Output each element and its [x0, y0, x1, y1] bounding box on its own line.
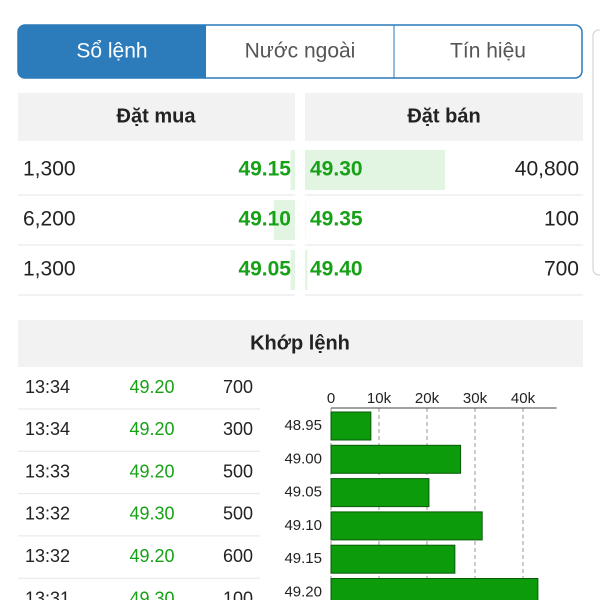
header-bg: [18, 320, 583, 367]
header-bg: [305, 93, 583, 141]
y-tick-label: 48.95: [284, 417, 322, 434]
buy-depth-bar: [273, 200, 295, 240]
header-bg: [18, 93, 295, 141]
x-tick-label: 20k: [415, 390, 440, 407]
match-time: 13:33: [25, 461, 70, 481]
y-tick-label: 49.05: [284, 484, 322, 501]
sell-volume: 40,800: [515, 158, 579, 181]
match-price: 49.20: [129, 377, 174, 397]
buy-header: Đặt mua: [117, 105, 197, 127]
buy-price: 49.10: [238, 208, 291, 231]
y-tick-label: 49.00: [284, 450, 322, 467]
buy-depth-bar: [290, 250, 295, 290]
sell-volume: 100: [544, 208, 579, 231]
bar: [330, 478, 430, 508]
sell-price: 49.35: [310, 208, 363, 231]
match-volume: 500: [223, 461, 253, 481]
match-price: 49.20: [129, 419, 174, 439]
x-tick-label: 30k: [463, 390, 488, 407]
match-price: 49.30: [129, 588, 174, 600]
side-panel: [592, 29, 600, 276]
bar: [330, 411, 372, 441]
sell-price: 49.40: [310, 258, 363, 281]
match-volume: 500: [223, 504, 253, 524]
match-time: 13:34: [25, 419, 70, 439]
sell-price: 49.30: [310, 158, 363, 181]
match-price: 49.30: [129, 504, 174, 524]
buy-price: 49.15: [238, 158, 291, 181]
bar: [330, 544, 456, 574]
matches-title: Khớp lệnh: [250, 332, 350, 354]
bar: [330, 444, 462, 474]
sell-header: Đặt bán: [407, 105, 480, 127]
sell-depth-bar: [305, 250, 308, 290]
match-volume: 600: [223, 546, 253, 566]
buy-depth-bar: [290, 150, 295, 190]
tab-selected[interactable]: [18, 25, 206, 78]
y-tick-label: 49.15: [284, 550, 322, 567]
x-tick-label: 0: [327, 390, 335, 407]
match-time: 13:31: [25, 588, 70, 600]
buy-volume: 6,200: [23, 208, 76, 231]
x-tick-label: 40k: [511, 390, 536, 407]
tab[interactable]: Tín hiệu: [450, 40, 526, 63]
bar: [330, 511, 483, 541]
y-tick-label: 49.20: [284, 583, 322, 600]
buy-volume: 1,300: [23, 158, 76, 181]
match-time: 13:34: [25, 377, 70, 397]
bar: [330, 578, 539, 600]
sell-volume: 700: [544, 258, 579, 281]
match-volume: 100: [223, 588, 253, 600]
match-price: 49.20: [129, 461, 174, 481]
match-volume: 700: [223, 377, 253, 397]
match-time: 13:32: [25, 504, 70, 524]
y-tick-label: 49.10: [284, 517, 322, 534]
sell-depth-bar: [305, 150, 445, 190]
tab[interactable]: Sổ lệnh: [76, 40, 147, 63]
tab[interactable]: Nước ngoài: [245, 40, 356, 63]
match-price: 49.20: [129, 546, 174, 566]
match-time: 13:32: [25, 546, 70, 566]
x-tick-label: 10k: [367, 390, 392, 407]
buy-price: 49.05: [238, 258, 291, 281]
buy-volume: 1,300: [23, 258, 76, 281]
match-volume: 300: [223, 419, 253, 439]
